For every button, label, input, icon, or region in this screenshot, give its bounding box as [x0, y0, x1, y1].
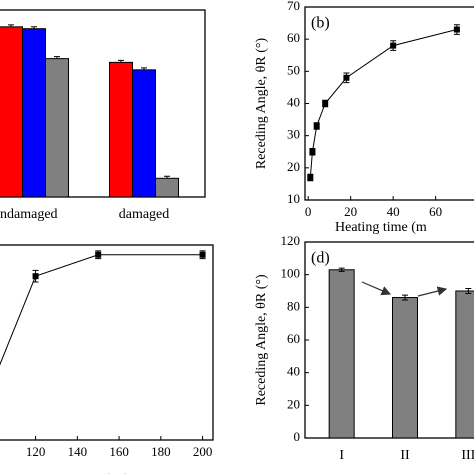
x-tick-label: 200	[193, 444, 213, 459]
y-tick-label: 40	[287, 364, 300, 379]
y-tick-label: 30	[287, 127, 300, 142]
y-tick-label: 60	[287, 30, 300, 45]
x-axis-title: Temperature (°C)	[31, 472, 130, 474]
error-cap	[54, 56, 60, 59]
x-tick-label: 0	[305, 204, 312, 219]
bar	[155, 177, 179, 198]
line	[0, 254, 203, 366]
y-tick-label: 20	[287, 159, 300, 174]
bar	[455, 290, 474, 439]
y-tick-label: 0	[294, 429, 301, 444]
panel-label: (b)	[311, 15, 330, 32]
line	[309, 29, 458, 178]
y-axis-title: Receding Angle, θR (°)	[254, 38, 269, 170]
y-tick-label: 10	[287, 191, 300, 206]
x-tick-label: 140	[68, 444, 88, 459]
marker	[307, 174, 314, 181]
marker	[199, 251, 206, 258]
x-tick-label: II	[400, 448, 410, 463]
error-cap	[31, 26, 37, 29]
arrow	[417, 286, 448, 297]
plot-frame	[304, 6, 474, 201]
x-tick-label: I	[339, 448, 344, 463]
error-cap	[164, 175, 170, 179]
x-tick-label: damaged	[119, 207, 170, 222]
y-tick-label: 40	[287, 94, 300, 109]
marker	[343, 74, 350, 81]
bar	[328, 269, 355, 439]
marker	[322, 100, 329, 107]
x-tick-label: 180	[151, 444, 171, 459]
y-tick-label: 120	[281, 233, 301, 248]
x-tick-label: 20	[344, 204, 357, 219]
x-tick-label: 60	[429, 204, 442, 219]
error-bar	[338, 267, 345, 272]
x-tick-label: III	[461, 448, 474, 463]
marker	[95, 251, 102, 258]
bar	[0, 26, 23, 198]
x-tick-label: 40	[387, 204, 400, 219]
plot-frame	[0, 9, 206, 198]
plot-frame	[0, 244, 214, 441]
y-tick-label: 100	[281, 266, 301, 281]
marker	[390, 42, 397, 49]
error-cap	[8, 24, 14, 27]
arrow	[361, 281, 392, 296]
marker	[309, 148, 316, 155]
y-axis-title: Receding Angle, θR (°)	[254, 274, 269, 406]
bar	[22, 28, 46, 198]
bar	[132, 69, 156, 198]
x-tick-label: ndamaged	[0, 207, 58, 222]
x-tick-label: 120	[26, 444, 46, 459]
y-tick-label: 20	[287, 396, 300, 411]
bar	[45, 58, 69, 198]
panel-label: (d)	[311, 250, 330, 267]
marker	[32, 273, 39, 280]
error-cap	[141, 67, 147, 70]
bar	[109, 61, 133, 198]
y-tick-label: 50	[287, 62, 300, 77]
marker	[453, 26, 460, 33]
marker	[313, 123, 320, 130]
bar	[392, 297, 418, 439]
y-tick-label: 80	[287, 298, 300, 313]
y-tick-label: 60	[287, 331, 300, 346]
error-cap	[118, 59, 124, 63]
x-axis-title: Heating time (m	[335, 220, 427, 235]
x-tick-label: 160	[109, 444, 129, 459]
error-bar	[465, 288, 472, 294]
y-tick-label: 70	[287, 0, 300, 13]
error-bar	[402, 294, 408, 301]
